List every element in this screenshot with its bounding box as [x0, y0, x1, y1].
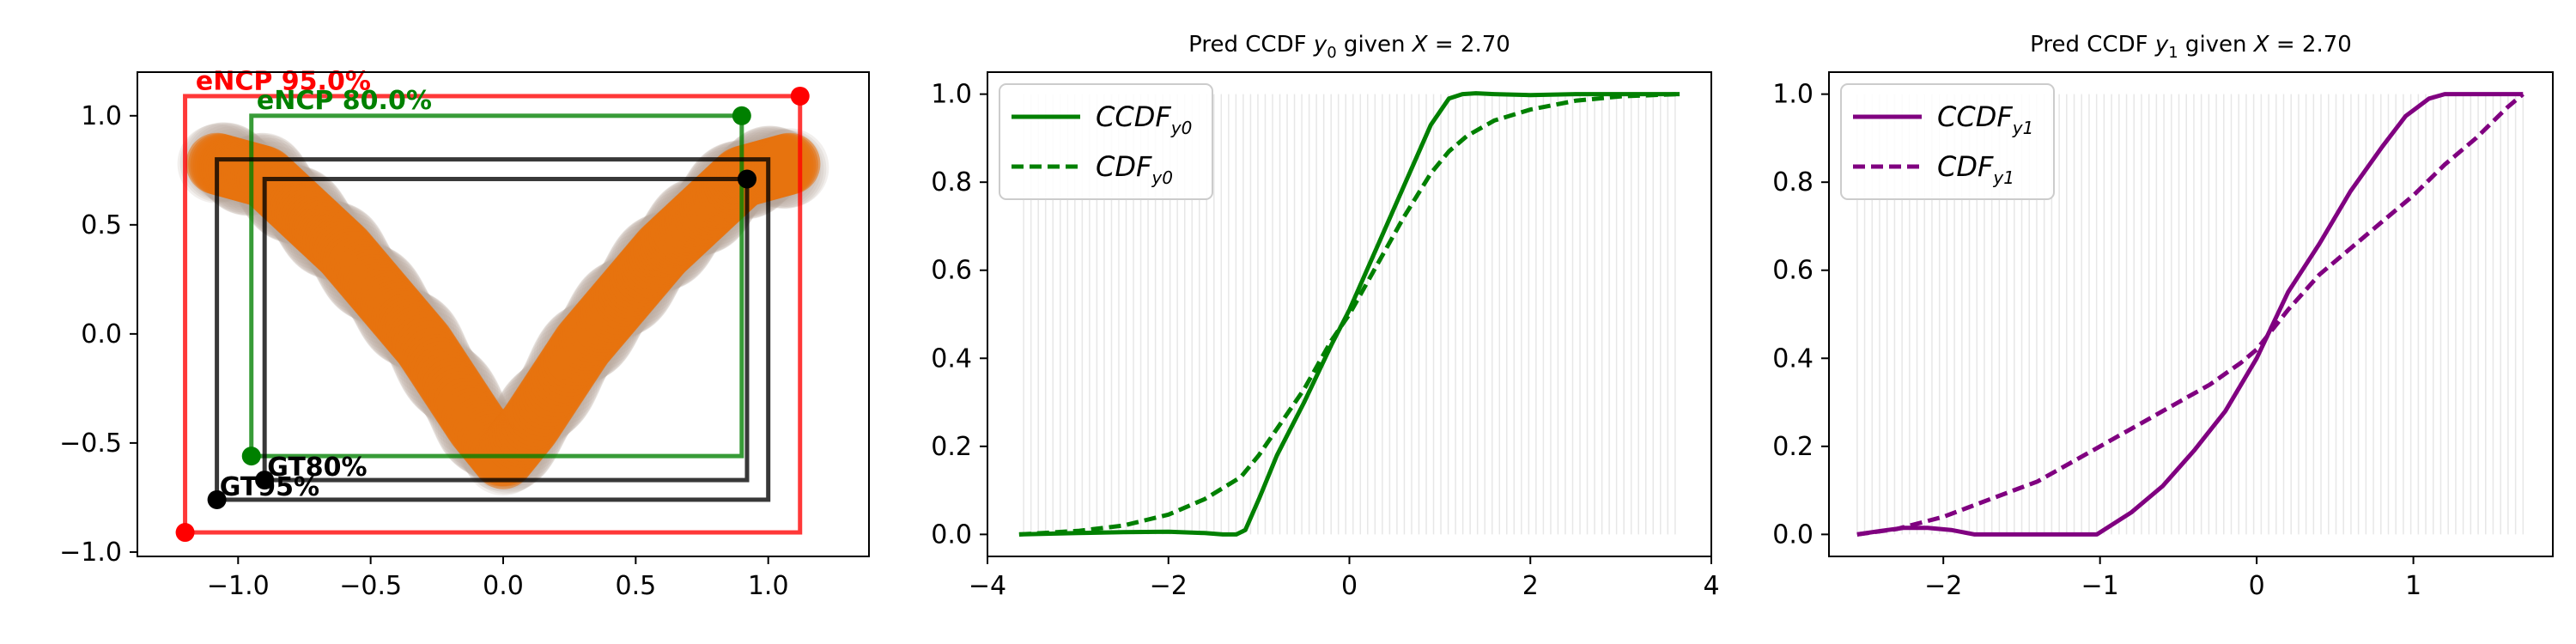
- chart-title-var: y: [2154, 32, 2169, 58]
- panel-prediction-regions: eNCP 95.0%eNCP 80.0%GT95%GT80%−1.0 −0.5 0.…: [59, 66, 870, 601]
- legend-label-sub: y1: [2012, 118, 2034, 138]
- legend-label-main: CCDF: [1096, 100, 1171, 133]
- legend-label-sub: y0: [1170, 118, 1193, 138]
- legend-frame: [999, 83, 1213, 200]
- legend-label-main: CDF: [1937, 150, 1994, 183]
- chart-title-eq: = 2.70: [2269, 32, 2352, 58]
- y-tick-label: 0.0: [931, 519, 972, 550]
- chart-title-xvar: X: [1411, 32, 1429, 58]
- y-tick-label: 1.0: [931, 80, 972, 110]
- region-marker: [732, 106, 751, 125]
- x-tick-label: 0: [2249, 571, 2265, 601]
- x-tick-label: 1.0: [748, 571, 789, 601]
- y-tick-label: 0.2: [931, 432, 972, 462]
- legend-label: CCDFy1: [1937, 100, 2033, 138]
- region-rect: [249, 113, 744, 459]
- chart-title-eq: = 2.70: [1428, 32, 1510, 58]
- x-tick-label: 0: [1341, 571, 1358, 601]
- region-label: eNCP 80.0%: [257, 86, 432, 116]
- y-tick-label: 1.0: [1772, 80, 1814, 110]
- region-rect: [215, 157, 771, 502]
- region-marker: [255, 471, 275, 490]
- x-tick-label: 1: [2405, 571, 2421, 601]
- region-marker: [738, 169, 756, 189]
- chart-title: Pred CCDF y0 given X = 2.70: [1188, 32, 1510, 62]
- plot-area: [1856, 92, 2524, 537]
- y-tick-label: 0.8: [1772, 167, 1814, 197]
- x-tick-label: −0.5: [339, 571, 402, 601]
- y-tick-label: 0.5: [81, 210, 122, 240]
- legend-label-main: CCDF: [1937, 100, 2013, 133]
- region-label: GT80%: [267, 453, 367, 483]
- series-line-cdf-y1: [1856, 92, 2524, 537]
- region-marker: [175, 523, 195, 543]
- x-tick-label: 0.0: [483, 571, 524, 601]
- series-line-ccdf-y1: [1856, 92, 2524, 537]
- chart-title-prefix: Pred CCDF: [2030, 32, 2155, 58]
- x-tick-label: 4: [1703, 571, 1719, 601]
- chart-title-sub: 1: [2168, 44, 2178, 62]
- chart-title-var: y: [1313, 32, 1327, 58]
- y-tick-label: 0.0: [1772, 519, 1814, 550]
- legend-frame: [1840, 83, 2055, 200]
- y-tick-label: 0.6: [931, 256, 972, 286]
- y-tick-label: 0.4: [931, 343, 972, 374]
- chart-title: Pred CCDF y1 given X = 2.70: [2030, 32, 2352, 62]
- sample-lines: [1856, 94, 2524, 535]
- y-tick-label: 0.4: [1772, 343, 1814, 374]
- region-label: GT95%: [220, 472, 319, 502]
- chart-title-suffix: given: [1337, 32, 1413, 58]
- legend-label: CDFy1: [1937, 150, 2014, 188]
- series-line-ccdf-y0: [1018, 91, 1680, 537]
- region-rect: [262, 176, 750, 483]
- x-tick-label: −1.0: [207, 571, 270, 601]
- chart-title-sub: 0: [1327, 44, 1336, 62]
- y-tick-label: −1.0: [59, 538, 122, 568]
- region-marker: [241, 447, 261, 466]
- chart-title-suffix: given: [2178, 32, 2254, 58]
- legend-label: CCDFy0: [1096, 100, 1192, 138]
- axes-frame: [1828, 71, 2554, 557]
- y-tick-label: 1.0: [81, 101, 122, 131]
- scatter-point: [758, 132, 821, 195]
- region-marker: [207, 489, 227, 509]
- region-marker: [790, 86, 810, 106]
- x-tick-label: 2: [1522, 571, 1539, 601]
- legend-label-main: CDF: [1096, 150, 1152, 183]
- y-tick-label: 0.8: [931, 167, 972, 197]
- y-tick-label: 0.0: [81, 319, 122, 349]
- legend-label-sub: y0: [1151, 167, 1173, 188]
- x-tick-label: 0.5: [615, 571, 656, 601]
- region-rect: [183, 94, 803, 535]
- series-line-cdf-y0: [1018, 92, 1680, 537]
- y-tick-label: −0.5: [59, 428, 122, 459]
- y-tick-label: 0.6: [1772, 256, 1814, 286]
- x-tick-label: −4: [969, 571, 1006, 601]
- x-tick-label: −1: [2081, 571, 2119, 601]
- legend-label: CDFy0: [1096, 150, 1173, 188]
- chart-title-xvar: X: [2252, 32, 2270, 58]
- legend-label-sub: y1: [1992, 167, 2014, 188]
- chart-title-prefix: Pred CCDF: [1188, 32, 1314, 58]
- x-tick-label: −2: [1924, 571, 1962, 601]
- y-tick-label: 0.2: [1772, 432, 1814, 462]
- x-tick-label: −2: [1150, 571, 1188, 601]
